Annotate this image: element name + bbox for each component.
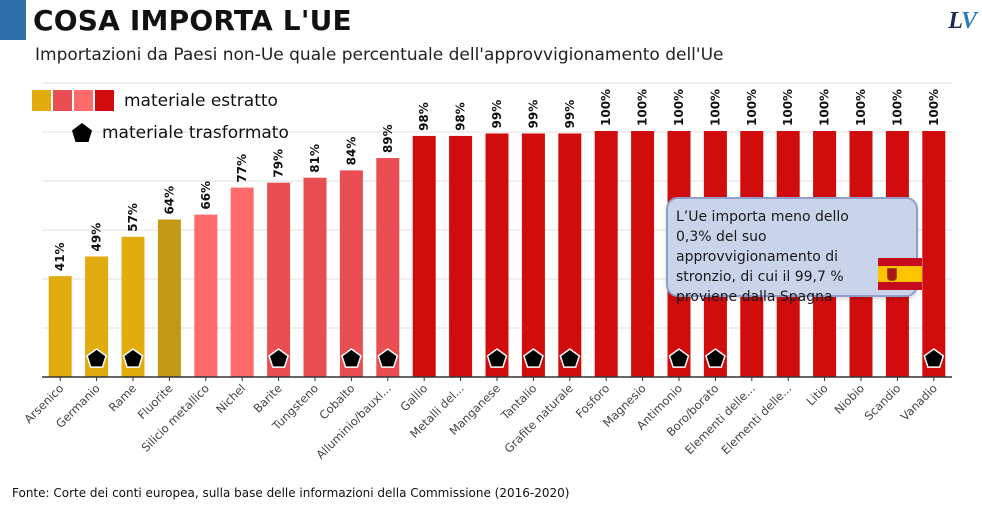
- logo-letter-v: V: [960, 8, 977, 34]
- header-accent-block: [0, 0, 26, 40]
- spain-flag-icon: [878, 258, 922, 290]
- processed-marker: [86, 348, 107, 368]
- data-label: 100%: [636, 89, 650, 126]
- legend-swatch-gold: [32, 90, 51, 111]
- bar: [485, 133, 509, 377]
- data-label: 99%: [526, 100, 540, 129]
- data-label: 100%: [672, 89, 686, 126]
- tick-label: Gallio: [397, 381, 430, 414]
- chart-bars: [48, 131, 946, 377]
- bar: [48, 276, 72, 377]
- processed-marker: [486, 348, 508, 368]
- bar: [594, 131, 618, 377]
- tick-label: Nichel: [213, 381, 248, 416]
- data-label: 100%: [708, 89, 722, 126]
- source-note: Fonte: Corte dei conti europea, sulla ba…: [12, 486, 570, 500]
- data-label: 89%: [381, 124, 395, 153]
- tick-label: Silicio metallico: [138, 381, 211, 454]
- chart-data-labels: 41% 49% 57% 64% 66% 77% 79% 81% 84% 89% 98% 98% 99% 9…: [53, 89, 941, 271]
- bar: [121, 236, 145, 377]
- page-title: COSA IMPORTA L'UE: [33, 4, 352, 37]
- legend-extracted-label: materiale estratto: [124, 90, 278, 111]
- bar: [339, 170, 363, 377]
- bar: [558, 133, 582, 377]
- processed-marker: [559, 348, 581, 368]
- processed-marker: [341, 348, 362, 368]
- tick-label: Scandio: [861, 381, 903, 423]
- processed-marker: [268, 348, 289, 368]
- bar: [85, 256, 109, 377]
- bar: [521, 133, 545, 377]
- data-label: 100%: [890, 89, 904, 126]
- data-label: 41%: [53, 242, 67, 271]
- bar: [922, 131, 946, 377]
- pentagon-icon: [72, 123, 92, 142]
- bar: [194, 214, 218, 377]
- data-label: 84%: [344, 137, 358, 166]
- data-label: 100%: [927, 89, 941, 126]
- legend-processed-label: materiale trasformato: [102, 123, 289, 143]
- bar: [449, 135, 473, 377]
- bar-chart: 41% 49% 57% 64% 66% 77% 79% 81% 84% 89% 98% 98% 99% 9…: [21, 82, 952, 462]
- data-label: 66%: [199, 181, 213, 210]
- bar: [303, 177, 327, 377]
- bar: [376, 158, 400, 377]
- data-label: 64%: [162, 186, 176, 215]
- data-label: 81%: [308, 144, 322, 173]
- tick-label: Vanadio: [898, 381, 940, 423]
- processed-marker: [705, 348, 726, 368]
- flag-crest: [887, 268, 897, 281]
- data-label: 77%: [235, 154, 249, 183]
- bar: [412, 135, 436, 377]
- tick-label: Grafite naturale: [501, 381, 576, 456]
- data-label: 98%: [417, 102, 431, 131]
- bar: [230, 187, 254, 377]
- data-label: 98%: [454, 102, 468, 131]
- legend-extracted: materiale estratto: [32, 90, 278, 111]
- data-label: 57%: [126, 203, 140, 232]
- tick-label: Barite: [250, 381, 284, 415]
- processed-marker: [923, 348, 945, 368]
- data-label: 99%: [563, 100, 577, 129]
- data-label: 100%: [854, 89, 868, 126]
- legend-swatch-coral: [53, 90, 72, 111]
- brand-logo: LV: [948, 8, 977, 35]
- bar: [631, 131, 655, 377]
- bar: [267, 182, 291, 377]
- data-label: 100%: [745, 89, 759, 126]
- stronzio-callout: L’Ue importa meno dello 0,3% del suo app…: [666, 197, 922, 305]
- bar: [157, 219, 181, 377]
- data-label: 100%: [599, 89, 613, 126]
- data-label: 100%: [781, 89, 795, 126]
- tick-label: Niobio: [832, 381, 868, 417]
- data-label: 79%: [272, 149, 286, 178]
- legend-swatch-red: [95, 90, 114, 111]
- data-label: 99%: [490, 100, 504, 129]
- processed-marker: [668, 348, 690, 368]
- chart-markers: [86, 348, 945, 368]
- processed-marker: [377, 348, 399, 368]
- legend-processed: materiale trasformato: [70, 121, 289, 145]
- processed-marker: [122, 348, 144, 368]
- tick-label: Litio: [804, 381, 831, 408]
- data-label: 49%: [90, 223, 104, 252]
- processed-marker: [523, 348, 544, 368]
- data-label: 100%: [818, 89, 832, 126]
- logo-letter-l: L: [948, 8, 962, 34]
- callout-text: L’Ue importa meno dello 0,3% del suo app…: [676, 209, 849, 305]
- page-subtitle: Importazioni da Paesi non-Ue quale perce…: [35, 45, 724, 65]
- legend-swatch-salmon: [74, 90, 93, 111]
- tick-label: Rame: [106, 381, 139, 414]
